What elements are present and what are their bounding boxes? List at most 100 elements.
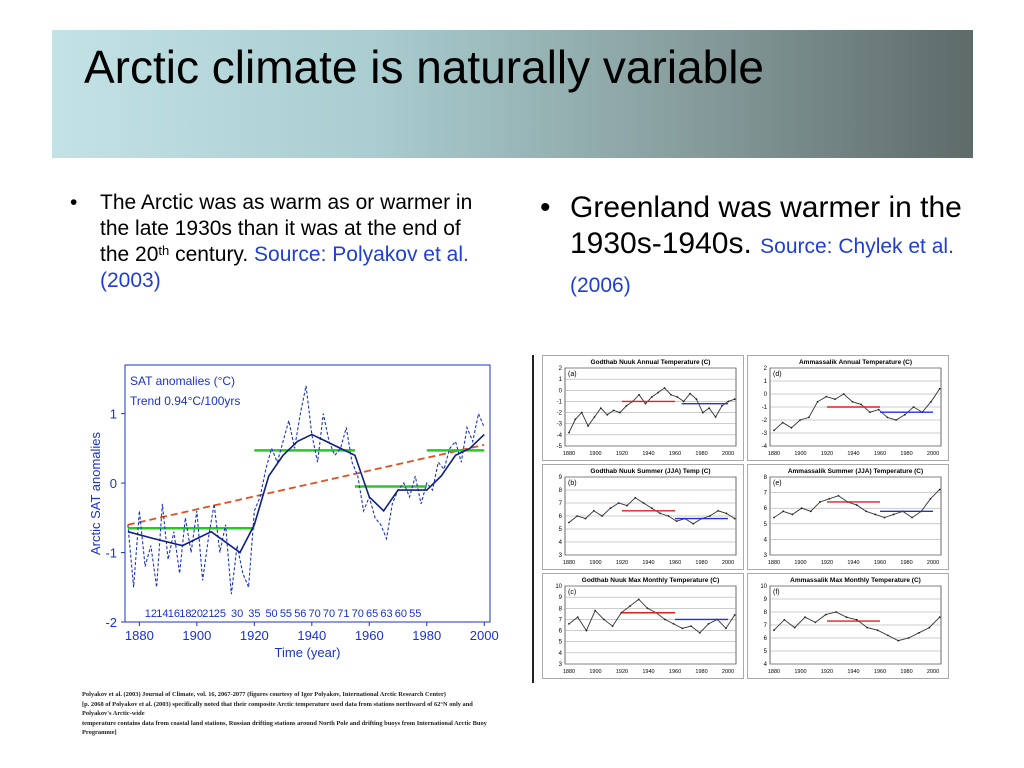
panel-chart: Godthab Nuuk Summer (JJA) Temp (C) 3 4 5 6 7 8… (559, 468, 737, 566)
station-count-label: 18 (179, 608, 191, 620)
panel-data-point (819, 501, 821, 503)
panel-data-point (708, 515, 711, 517)
panel-y-tick-label: 7 (764, 491, 768, 497)
panel-data-point (695, 398, 698, 401)
panel-x-tick-label: 1940 (642, 451, 654, 457)
panel-x-tick-label: 1920 (821, 669, 833, 675)
panel-x-tick-label: 1900 (794, 669, 806, 675)
panel-data-point (576, 515, 579, 517)
panel-y-tick-label: 3 (764, 553, 768, 559)
arctic-sat-chart: -2 -1 0 1 1880 1900 1920 1940 1960 1980 2000 Time (… (88, 364, 499, 660)
panel-data-point (791, 513, 794, 516)
panel-data-point (584, 517, 587, 520)
panel-title: Ammassalik Annual Temperature (C) (799, 359, 912, 366)
panel-data-point (897, 639, 900, 642)
right-bullet: • Greenland was warmer in the 1930s-1940… (540, 190, 970, 304)
panel-data-point (682, 400, 685, 403)
panel-data-point (733, 517, 736, 520)
panel-y-tick-label: -3 (762, 431, 768, 437)
panel-data-point (568, 622, 570, 625)
panel-data-point (672, 622, 675, 625)
panel-data-point (928, 626, 931, 629)
panel-data-point (814, 621, 817, 624)
panel-x-tick-label: 1920 (616, 669, 628, 675)
y-tick-label: 0 (110, 476, 117, 491)
panel-data-point (692, 522, 695, 525)
panel-x-tick-label: 1880 (768, 669, 780, 675)
panel-y-tick-label: 8 (764, 475, 768, 481)
panel-y-tick-label: 6 (559, 629, 563, 635)
panel-data-point (574, 418, 577, 421)
panel-data-point (855, 504, 858, 506)
panel-x-tick-label: 1980 (900, 451, 912, 457)
panel-y-tick-label: 0 (559, 388, 563, 394)
panel-label: (f) (773, 589, 780, 596)
trend-line (127, 444, 485, 526)
panel-data-point (892, 513, 895, 516)
station-count-label: 50 (265, 608, 277, 620)
panel-y-tick-label: 7 (559, 501, 563, 507)
panel-data-point (895, 419, 897, 421)
panel-y-tick-label: 5 (764, 522, 768, 528)
panel-data-point (903, 413, 906, 416)
panel-x-tick-label: 1960 (874, 451, 886, 457)
panel-data-point (676, 396, 679, 398)
panel-x-tick-label: 1940 (847, 560, 859, 566)
panel-data-point (781, 421, 784, 424)
panel-data-point (725, 512, 728, 515)
panel-data-point (804, 616, 806, 619)
panel-chart: Godthab Nuuk Annual Temperature (C) -5 -4 -… (557, 359, 737, 457)
panel-chart: Ammassalik Summer (JJA) Temperature (C) 3… (764, 468, 942, 566)
panel-x-tick-label: 1880 (563, 669, 575, 675)
panel-x-tick-label: 1940 (642, 669, 654, 675)
panel-data-point (642, 502, 645, 504)
panel-data-point (637, 598, 640, 601)
panel-x-tick-label: 1900 (794, 560, 806, 566)
panel-y-tick-label: 9 (559, 595, 563, 601)
station-count-label: 14 (156, 608, 168, 620)
panel-data-point (625, 404, 628, 407)
panel-data-point (845, 616, 848, 619)
panel-data-point (834, 398, 836, 401)
panel-data-point (733, 614, 736, 616)
panel-y-tick-label: 8 (764, 610, 768, 616)
plot-frame (124, 364, 491, 623)
panel-y-tick-label: 8 (559, 606, 563, 612)
panel-x-tick-label: 1880 (563, 451, 575, 457)
panel-data-point (657, 391, 660, 394)
panel-data-point (611, 625, 614, 628)
panel-data-point (690, 625, 692, 628)
panel-label: (d) (773, 371, 782, 378)
panel-y-tick-label: 10 (760, 584, 767, 590)
title-bar (52, 30, 973, 158)
panel-series-line (568, 598, 736, 634)
panel-data-point (835, 611, 838, 613)
right-bullet-source: Source: Chylek et al. (2006) (570, 235, 954, 297)
panel-data-point (659, 512, 662, 515)
panel-data-point (606, 413, 609, 416)
panel-x-tick-label: 1880 (563, 560, 575, 566)
panel-data-point (601, 515, 604, 517)
panel-data-point (877, 408, 880, 411)
panel-y-tick-label: 1 (559, 377, 563, 383)
panel-data-point (634, 496, 637, 499)
panel-x-tick-label: 1960 (669, 669, 681, 675)
panel-x-tick-label: 1900 (589, 451, 601, 457)
panel-data-point (707, 622, 710, 625)
panel-y-tick-label: 5 (764, 649, 768, 655)
x-tick-label: 1880 (125, 628, 154, 643)
panel-data-point (619, 411, 621, 414)
panel-label: (c) (568, 589, 576, 596)
y-tick-label: -2 (105, 615, 117, 630)
panel-y-tick-label: 7 (559, 617, 563, 623)
panel-x-tick-label: 1920 (821, 560, 833, 566)
panel-y-tick-label: 5 (559, 527, 563, 533)
panel-data-point (727, 400, 730, 403)
panel-data-point (667, 515, 670, 517)
panel-title: Godthab Nuuk Summer (JJA) Temp (C) (590, 468, 710, 475)
panel-data-point (592, 509, 595, 512)
panel-data-point (911, 516, 913, 519)
panel-y-tick-label: -4 (557, 433, 563, 439)
panel-x-tick-label: 1900 (794, 451, 806, 457)
panel-y-tick-label: 9 (559, 475, 563, 481)
